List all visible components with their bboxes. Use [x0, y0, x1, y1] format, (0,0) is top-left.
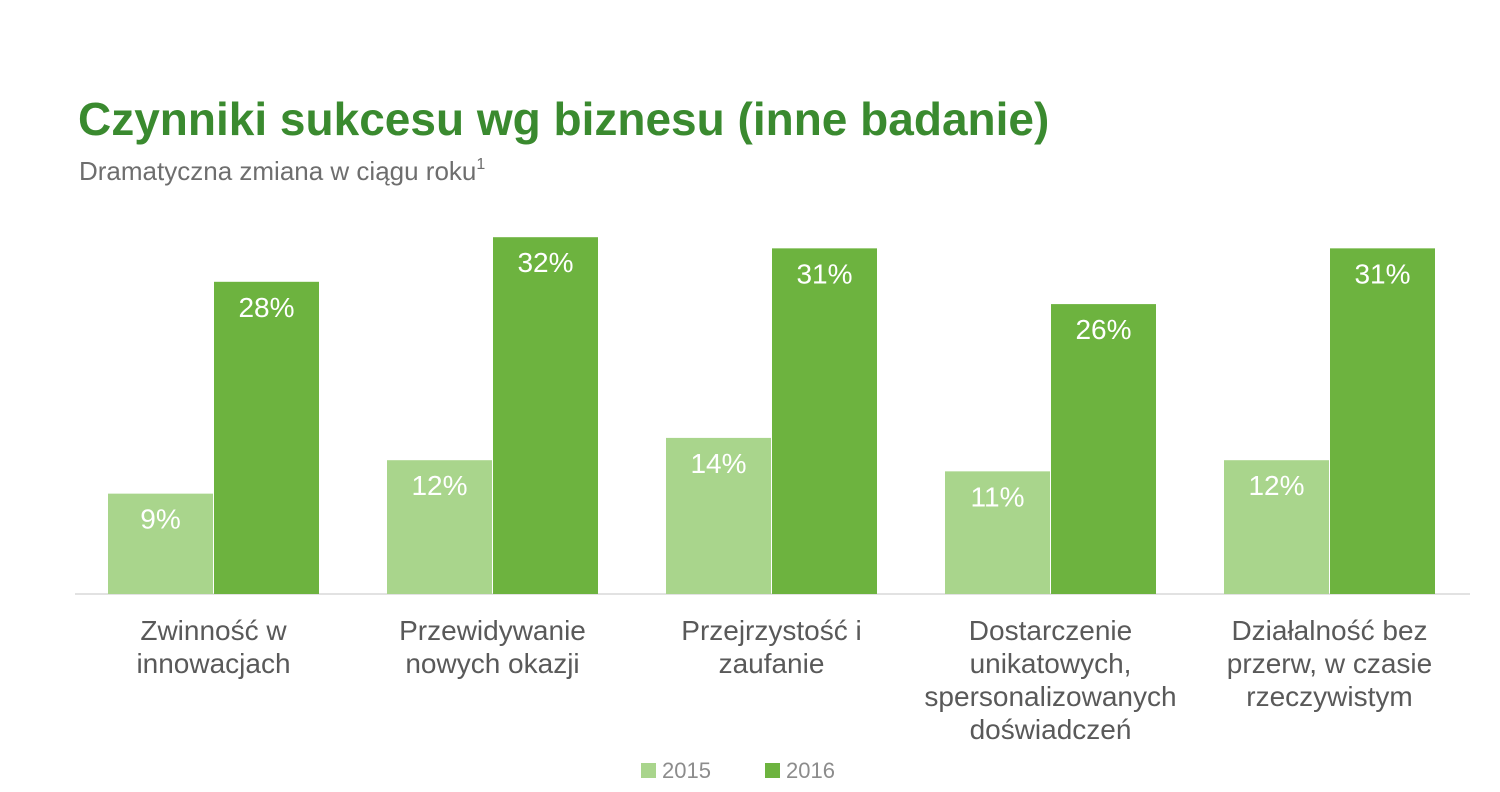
legend-swatch-2015	[641, 763, 656, 778]
category-label-2: Przewidywanie nowych okazji	[399, 615, 586, 679]
value-label-2015-3: 14%	[690, 448, 746, 479]
legend-swatch-2016	[765, 763, 780, 778]
category-label-line: Działalność bez	[1231, 615, 1427, 646]
category-label-5: Działalność bez przerw, w czasie rzeczywis…	[1227, 615, 1432, 712]
value-label-2016-2: 32%	[517, 247, 573, 278]
bars-group	[108, 237, 1435, 594]
footnote-marker: 1	[476, 156, 486, 173]
legend: 2015 2016	[641, 758, 835, 783]
value-label-2015-5: 12%	[1248, 470, 1304, 501]
category-label-line: spersonalizowanych	[924, 681, 1176, 712]
value-label-2015-1: 9%	[140, 504, 180, 535]
value-label-2015-4: 11%	[971, 481, 1025, 512]
category-label-line: innowacjach	[136, 648, 290, 679]
bar-2015-2	[387, 460, 492, 594]
bar-2015-5	[1224, 460, 1329, 594]
legend-label-2015: 2015	[662, 758, 711, 783]
bar-2016-5	[1330, 248, 1435, 594]
legend-label-2016: 2016	[786, 758, 835, 783]
category-label-line: przerw, w czasie	[1227, 648, 1432, 679]
bar-2016-1	[214, 281, 319, 594]
chart-title: Czynniki sukcesu wg biznesu (inne badani…	[78, 93, 1050, 145]
bar-2015-1	[108, 493, 213, 594]
value-labels-group: 9% 28% 12% 32% 14% 31% 11% 26% 12% 31%	[140, 247, 1410, 534]
category-label-line: doświadczeń	[970, 714, 1132, 745]
value-label-2016-3: 31%	[796, 258, 852, 289]
bar-2016-4	[1051, 304, 1156, 594]
bar-2016-3	[772, 248, 877, 594]
subtitle-text: Dramatyczna zmiana w ciągu roku	[79, 156, 477, 186]
category-label-line: Zwinność w	[140, 615, 287, 646]
bar-2016-2	[493, 237, 598, 594]
category-label-line: nowych okazji	[405, 648, 579, 679]
category-label-line: Dostarczenie	[969, 615, 1132, 646]
category-label-line: unikatowych,	[970, 648, 1132, 679]
value-label-2016-5: 31%	[1354, 258, 1410, 289]
value-label-2016-1: 28%	[238, 292, 294, 323]
category-label-line: Przejrzystość i	[681, 615, 861, 646]
chart-subtitle: Dramatyczna zmiana w ciągu roku1	[79, 156, 485, 187]
category-label-line: rzeczywistym	[1246, 681, 1412, 712]
bar-2015-3	[666, 437, 771, 594]
value-label-2015-2: 12%	[411, 470, 467, 501]
bar-2015-4	[945, 471, 1050, 594]
value-label-2016-4: 26%	[1075, 314, 1131, 345]
category-labels-group: Zwinność w innowacjach Przewidywanie nowych…	[136, 615, 1432, 745]
category-label-3: Przejrzystość i zaufanie	[681, 615, 861, 679]
category-label-4: Dostarczenie unikatowych, spersonalizowany…	[924, 615, 1176, 745]
category-label-line: Przewidywanie	[399, 615, 586, 646]
category-label-1: Zwinność w innowacjach	[136, 615, 290, 679]
category-label-line: zaufanie	[719, 648, 825, 679]
